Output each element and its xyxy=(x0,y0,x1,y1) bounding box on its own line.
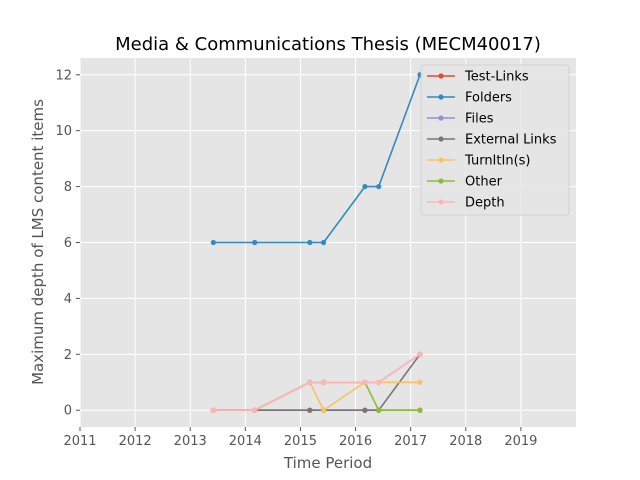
data-point xyxy=(417,379,423,385)
x-tick-label: 2012 xyxy=(119,434,152,449)
series-layer xyxy=(210,72,423,413)
data-point xyxy=(320,239,327,246)
legend-swatch-marker xyxy=(438,94,444,100)
legend-label: TurnItIn(s) xyxy=(464,154,530,169)
legend-swatch-marker xyxy=(438,157,444,163)
legend-label: Folders xyxy=(465,91,512,106)
x-tick-label: 2015 xyxy=(284,434,317,449)
data-point xyxy=(252,239,258,246)
data-point xyxy=(417,351,423,357)
legend-label: Depth xyxy=(465,196,505,211)
data-point xyxy=(307,407,313,413)
y-tick-label: 0 xyxy=(64,404,72,419)
data-point xyxy=(376,407,382,413)
legend-item: Folders xyxy=(427,91,512,106)
legend-item: Test-Links xyxy=(427,70,529,85)
data-point xyxy=(320,407,327,413)
legend-swatch-marker xyxy=(438,136,444,142)
legend-label: Files xyxy=(465,112,494,127)
legend-item: External Links xyxy=(427,133,557,148)
series-depth xyxy=(210,351,423,413)
x-tick-label: 2013 xyxy=(174,434,207,449)
y-tick-label: 8 xyxy=(64,180,72,195)
legend-item: Other xyxy=(427,175,503,190)
data-point xyxy=(417,407,423,413)
legend-swatch-marker xyxy=(438,199,444,205)
data-point xyxy=(210,239,216,246)
data-point xyxy=(376,183,382,190)
data-point xyxy=(376,379,382,385)
x-tick-label: 2019 xyxy=(504,434,537,449)
legend-swatch-marker xyxy=(438,178,444,184)
data-point xyxy=(210,407,216,413)
data-point xyxy=(307,239,313,246)
legend-label: External Links xyxy=(465,133,557,148)
legend: Test-Links Folders Files External Links Turn… xyxy=(420,64,570,216)
x-tick-label: 2011 xyxy=(63,434,96,449)
legend-item: Files xyxy=(427,112,494,127)
legend-item: Depth xyxy=(427,196,505,211)
legend-item: TurnItIn(s) xyxy=(427,154,530,169)
chart-title: Media & Communications Thesis (MECM40017… xyxy=(115,34,541,55)
x-tick-label: 2017 xyxy=(394,434,427,449)
legend-swatch-marker xyxy=(438,115,444,121)
x-tick-label: 2018 xyxy=(449,434,482,449)
legend-swatch-marker xyxy=(438,73,444,79)
series-folders xyxy=(210,72,423,246)
y-tick-label: 6 xyxy=(64,236,72,251)
legend-box xyxy=(420,64,570,216)
data-point xyxy=(362,183,368,190)
y-axis-label: Maximum depth of LMS content items xyxy=(29,99,47,385)
legend-label: Test-Links xyxy=(464,70,529,85)
x-tick-label: 2014 xyxy=(229,434,262,449)
data-point xyxy=(320,379,327,385)
x-axis-ticks: 2011 2012 2013 2014 2015 2016 2017 2018 2019 xyxy=(63,427,537,449)
y-tick-label: 12 xyxy=(55,68,72,83)
data-point xyxy=(307,379,313,385)
y-tick-label: 10 xyxy=(55,124,72,139)
y-tick-label: 4 xyxy=(64,292,72,307)
y-axis-ticks: 0 2 4 6 8 10 12 xyxy=(55,68,80,419)
data-point xyxy=(362,407,368,413)
data-point xyxy=(362,379,368,385)
x-tick-label: 2016 xyxy=(339,434,372,449)
y-tick-label: 2 xyxy=(64,348,72,363)
data-point xyxy=(252,407,258,413)
x-axis-label: Time Period xyxy=(283,454,372,472)
legend-label: Other xyxy=(465,175,503,190)
